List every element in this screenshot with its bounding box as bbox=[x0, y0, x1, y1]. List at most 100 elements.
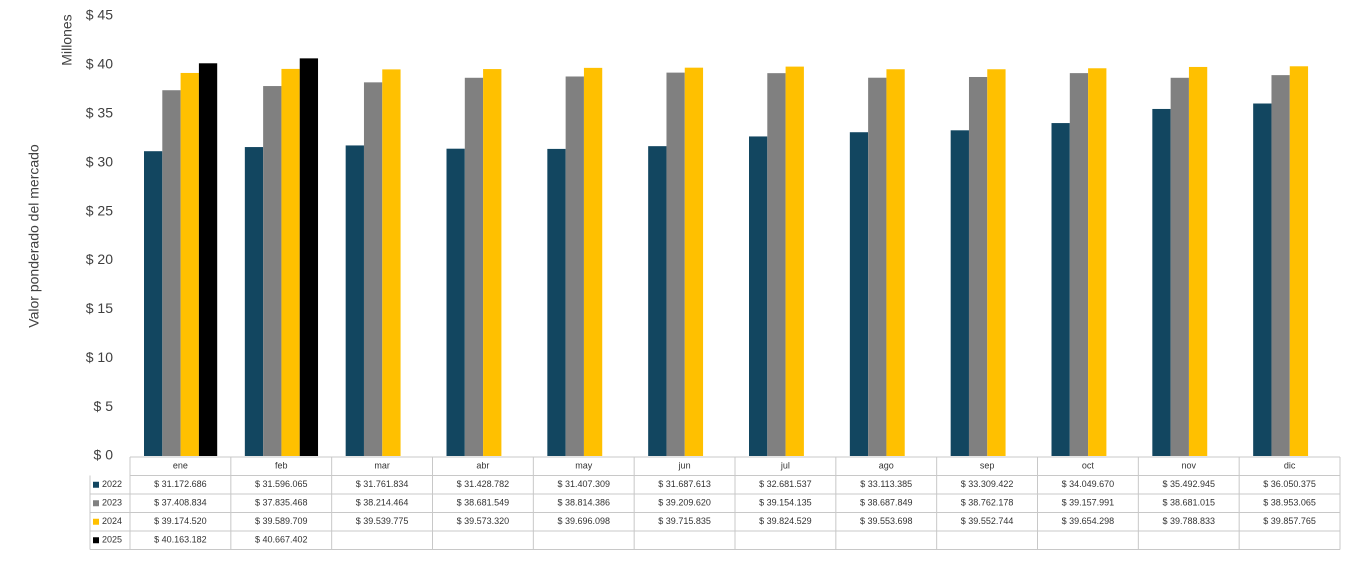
y-tick-label: $ 45 bbox=[86, 7, 113, 23]
bar bbox=[767, 73, 786, 456]
bar bbox=[263, 86, 282, 457]
table-value: $ 34.049.670 bbox=[1062, 479, 1115, 489]
table-value: $ 31.687.613 bbox=[658, 479, 711, 489]
legend-swatch bbox=[93, 500, 99, 507]
bar bbox=[950, 130, 969, 457]
bar bbox=[1152, 108, 1171, 456]
table-value: $ 38.762.178 bbox=[961, 498, 1014, 508]
bar bbox=[363, 82, 383, 456]
legend-label: 2023 bbox=[102, 498, 122, 508]
bar bbox=[684, 67, 704, 456]
legend-swatch bbox=[93, 481, 99, 488]
y-tick-label: $ 10 bbox=[86, 349, 113, 365]
table-value: $ 38.681.015 bbox=[1162, 498, 1215, 508]
table-value: $ 38.814.386 bbox=[557, 498, 610, 508]
legend-label: 2022 bbox=[102, 479, 122, 489]
bar bbox=[849, 132, 869, 457]
y-tick-label: $ 35 bbox=[86, 104, 113, 120]
y-unit-label: Millones bbox=[59, 14, 75, 65]
table-value: $ 39.154.135 bbox=[759, 498, 812, 508]
y-tick-label: $ 25 bbox=[86, 202, 113, 218]
x-tick-label: ene bbox=[173, 461, 188, 471]
y-tick-label: $ 40 bbox=[86, 56, 113, 72]
bar bbox=[299, 58, 319, 456]
bar bbox=[281, 68, 300, 456]
x-tick-label: jun bbox=[678, 461, 691, 471]
table-value: $ 35.492.945 bbox=[1162, 479, 1215, 489]
legend-swatch bbox=[93, 518, 99, 525]
legend-label: 2025 bbox=[102, 535, 122, 545]
table-value: $ 40.667.402 bbox=[255, 535, 308, 545]
bar bbox=[968, 76, 988, 456]
bar bbox=[244, 147, 264, 456]
bar bbox=[1051, 123, 1070, 457]
table-value: $ 33.309.422 bbox=[961, 479, 1014, 489]
table-value: $ 39.209.620 bbox=[658, 498, 711, 508]
bar bbox=[446, 148, 465, 456]
x-tick-label: abr bbox=[476, 461, 489, 471]
bar bbox=[886, 69, 905, 456]
bar bbox=[1271, 75, 1290, 457]
x-tick-label: nov bbox=[1181, 461, 1196, 471]
x-tick-label: feb bbox=[275, 461, 288, 471]
bar bbox=[464, 77, 484, 457]
table-value: $ 39.696.098 bbox=[557, 516, 610, 526]
table-value: $ 39.857.765 bbox=[1263, 516, 1316, 526]
table-value: $ 36.050.375 bbox=[1263, 479, 1316, 489]
bar bbox=[1188, 66, 1208, 456]
table-value: $ 39.157.991 bbox=[1062, 498, 1115, 508]
bar bbox=[987, 69, 1006, 457]
bar bbox=[1253, 103, 1272, 456]
x-tick-label: dic bbox=[1284, 461, 1296, 471]
table-value: $ 39.589.709 bbox=[255, 516, 308, 526]
table-value: $ 40.163.182 bbox=[154, 535, 207, 545]
bar bbox=[565, 76, 584, 456]
table-value: $ 37.835.468 bbox=[255, 498, 308, 508]
bar bbox=[382, 69, 401, 457]
table-value: $ 33.113.385 bbox=[860, 479, 912, 489]
bar bbox=[1069, 73, 1089, 457]
y-tick-label: $ 15 bbox=[86, 300, 113, 316]
table-value: $ 31.761.834 bbox=[356, 479, 409, 489]
table-value: $ 38.687.849 bbox=[860, 498, 913, 508]
y-tick-label: $ 30 bbox=[86, 153, 113, 169]
table-value: $ 31.596.065 bbox=[255, 479, 308, 489]
table-value: $ 32.681.537 bbox=[759, 479, 812, 489]
bar bbox=[583, 67, 603, 456]
table-value: $ 39.174.520 bbox=[154, 516, 207, 526]
bar bbox=[1088, 68, 1107, 456]
table-value: $ 39.715.835 bbox=[658, 516, 711, 526]
table-value: $ 31.428.782 bbox=[457, 479, 510, 489]
bar bbox=[1289, 66, 1309, 456]
bar bbox=[1170, 77, 1189, 456]
table-value: $ 31.407.309 bbox=[557, 479, 610, 489]
x-tick-label: may bbox=[575, 461, 593, 471]
bar bbox=[666, 72, 685, 456]
legend-label: 2024 bbox=[102, 516, 122, 526]
table-value: $ 31.172.686 bbox=[154, 479, 207, 489]
y-axis-title: Valor ponderado del mercado bbox=[26, 144, 42, 328]
legend-swatch bbox=[93, 537, 99, 544]
bar bbox=[749, 136, 768, 456]
y-tick-label: $ 5 bbox=[94, 398, 114, 414]
x-tick-label: ago bbox=[879, 461, 894, 471]
table-value: $ 39.539.775 bbox=[356, 516, 409, 526]
y-tick-label: $ 20 bbox=[86, 251, 113, 267]
bar bbox=[198, 63, 218, 456]
bar bbox=[162, 90, 181, 456]
bar bbox=[345, 145, 364, 456]
bar bbox=[144, 151, 163, 456]
x-tick-label: jul bbox=[780, 461, 790, 471]
x-tick-label: sep bbox=[980, 461, 995, 471]
bar bbox=[180, 72, 199, 456]
table-value: $ 39.553.698 bbox=[860, 516, 913, 526]
table-value: $ 38.681.549 bbox=[457, 498, 510, 508]
x-tick-label: mar bbox=[374, 461, 390, 471]
table-value: $ 38.214.464 bbox=[356, 498, 409, 508]
bar bbox=[483, 69, 502, 457]
y-tick-label: $ 0 bbox=[94, 447, 114, 463]
bar bbox=[785, 66, 804, 456]
bar bbox=[547, 148, 566, 456]
table-value: $ 39.654.298 bbox=[1062, 516, 1115, 526]
